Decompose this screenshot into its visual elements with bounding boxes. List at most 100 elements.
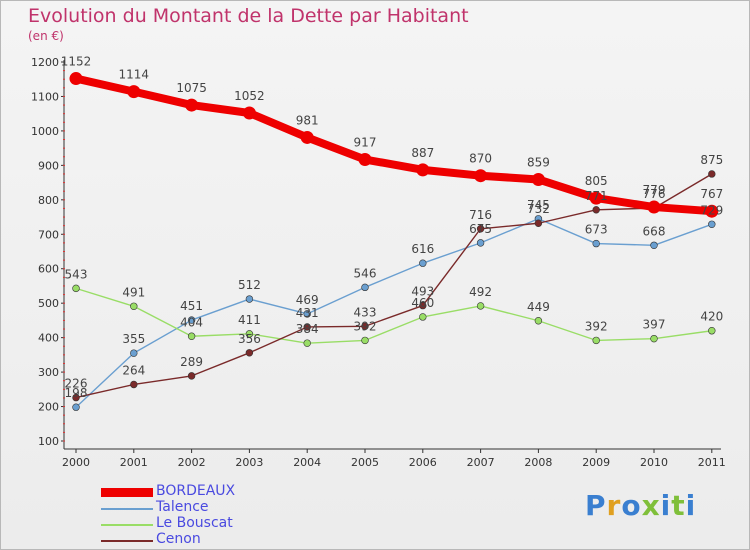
y-tick-label: 700: [38, 228, 59, 241]
data-label-le-bouscat: 397: [643, 318, 666, 332]
data-label-bordeaux: 805: [585, 174, 608, 188]
data-point-le-bouscat: [72, 284, 80, 293]
data-label-bordeaux: 1075: [176, 81, 207, 95]
data-point-talence: [592, 239, 600, 248]
data-label-talence: 198: [65, 386, 88, 400]
data-label-le-bouscat: 384: [296, 322, 319, 336]
data-label-le-bouscat: 392: [585, 319, 608, 333]
data-point-talence: [419, 259, 427, 267]
data-point-bordeaux: [127, 85, 141, 99]
data-label-cenon: 289: [180, 355, 203, 369]
data-point-talence: [650, 241, 658, 249]
data-label-cenon: 356: [238, 332, 261, 346]
axes: 100 200 300 400 500 600 700 800 900 1000 1100 1200 2…: [31, 56, 726, 469]
proxiti-logo: Proxiti: [585, 489, 697, 522]
data-label-cenon: 771: [585, 189, 608, 203]
data-label-cenon: 776: [643, 187, 666, 201]
y-tick-label: 900: [38, 159, 59, 172]
y-tick-label: 300: [38, 366, 59, 379]
x-tick-label: 2009: [582, 456, 610, 469]
data-point-le-bouscat: [187, 332, 196, 340]
data-label-cenon: 431: [296, 306, 319, 320]
data-point-bordeaux: [474, 169, 488, 183]
data-point-le-bouscat: [303, 339, 311, 347]
data-point-talence: [303, 310, 311, 318]
data-label-le-bouscat: 543: [65, 267, 88, 281]
data-label-talence: 546: [354, 266, 377, 280]
data-point-cenon: [303, 323, 311, 331]
y-tick-label: 1200: [31, 56, 59, 69]
data-label-talence: 616: [411, 242, 434, 256]
data-label-talence: 668: [643, 224, 666, 238]
data-label-talence: 469: [296, 293, 319, 307]
x-tick-label: 2002: [178, 456, 206, 469]
x-tick-label: 2006: [409, 456, 437, 469]
data-label-talence: 355: [122, 332, 145, 346]
data-label-cenon: 732: [527, 202, 550, 216]
legend-label: BORDEAUX: [156, 483, 236, 499]
data-point-le-bouscat: [534, 317, 543, 325]
data-point-cenon: [592, 206, 600, 214]
y-tick-label: 500: [38, 297, 59, 310]
data-point-cenon: [130, 380, 138, 389]
x-tick-label: 2010: [640, 456, 668, 469]
data-point-bordeaux: [185, 98, 199, 112]
legend-swatch: [101, 488, 153, 497]
y-tick-label: 200: [38, 401, 59, 414]
data-label-cenon: 875: [700, 153, 723, 167]
data-point-talence: [245, 295, 254, 303]
data-point-cenon: [245, 349, 254, 357]
data-point-cenon: [72, 393, 80, 402]
data-label-cenon: 226: [65, 377, 88, 391]
legend-item-talence: Talence: [101, 499, 321, 517]
series-line-cenon: [75, 173, 713, 399]
legend-label: Talence: [156, 499, 209, 515]
data-point-talence: [130, 349, 138, 357]
data-point-talence: [361, 283, 369, 292]
data-point-bordeaux: [69, 72, 83, 86]
x-tick-label: 2001: [120, 456, 148, 469]
data-label-le-bouscat: 392: [354, 319, 377, 333]
data-point-le-bouscat: [650, 334, 658, 343]
data-label-cenon: 264: [122, 363, 145, 377]
series-line-bordeaux: [72, 74, 716, 216]
data-label-bordeaux: 1052: [234, 89, 265, 103]
data-point-le-bouscat: [419, 313, 427, 321]
chart-title: Evolution du Montant de la Dette par Hab…: [28, 5, 469, 27]
y-tick-label: 600: [38, 263, 59, 276]
data-label-talence: 673: [585, 223, 608, 237]
legend-swatch: [101, 508, 153, 510]
y-tick-label: 1100: [31, 90, 59, 103]
x-tick-label: 2008: [524, 456, 552, 469]
data-label-bordeaux: 917: [354, 136, 377, 150]
data-label-cenon: 433: [354, 305, 377, 319]
data-label-bordeaux: 870: [469, 152, 492, 166]
data-point-bordeaux: [531, 172, 545, 186]
legend-label: Le Bouscat: [156, 515, 233, 531]
legend: BORDEAUX Talence Le Bouscat Cenon: [101, 483, 321, 549]
data-label-bordeaux: 1114: [119, 68, 150, 82]
data-point-le-bouscat: [130, 302, 138, 310]
legend-item-le-bouscat: Le Bouscat: [101, 515, 321, 533]
y-tick-label: 400: [38, 332, 59, 345]
x-tick-label: 2004: [293, 456, 321, 469]
x-tick-label: 2011: [698, 456, 726, 469]
data-label-le-bouscat: 411: [238, 313, 261, 327]
data-label-le-bouscat: 492: [469, 285, 492, 299]
data-point-bordeaux: [358, 153, 372, 167]
data-point-bordeaux: [242, 106, 256, 120]
data-point-bordeaux: [300, 130, 314, 144]
data-label-le-bouscat: 491: [122, 285, 145, 299]
data-point-le-bouscat: [708, 327, 716, 335]
legend-item-cenon: Cenon: [101, 531, 321, 549]
data-point-bordeaux: [589, 191, 603, 205]
point-labels: 1152 1114 1075 1052 981 917 887 870 859 805 779 767…: [61, 55, 724, 401]
x-tick-label: 2007: [467, 456, 495, 469]
series-lines: [69, 72, 719, 411]
data-point-talence: [708, 220, 716, 228]
data-label-le-bouscat: 449: [527, 300, 550, 314]
legend-swatch: [101, 540, 153, 542]
series-line-le-bouscat: [75, 287, 713, 344]
data-point-talence: [72, 403, 80, 411]
data-point-cenon: [708, 170, 716, 178]
